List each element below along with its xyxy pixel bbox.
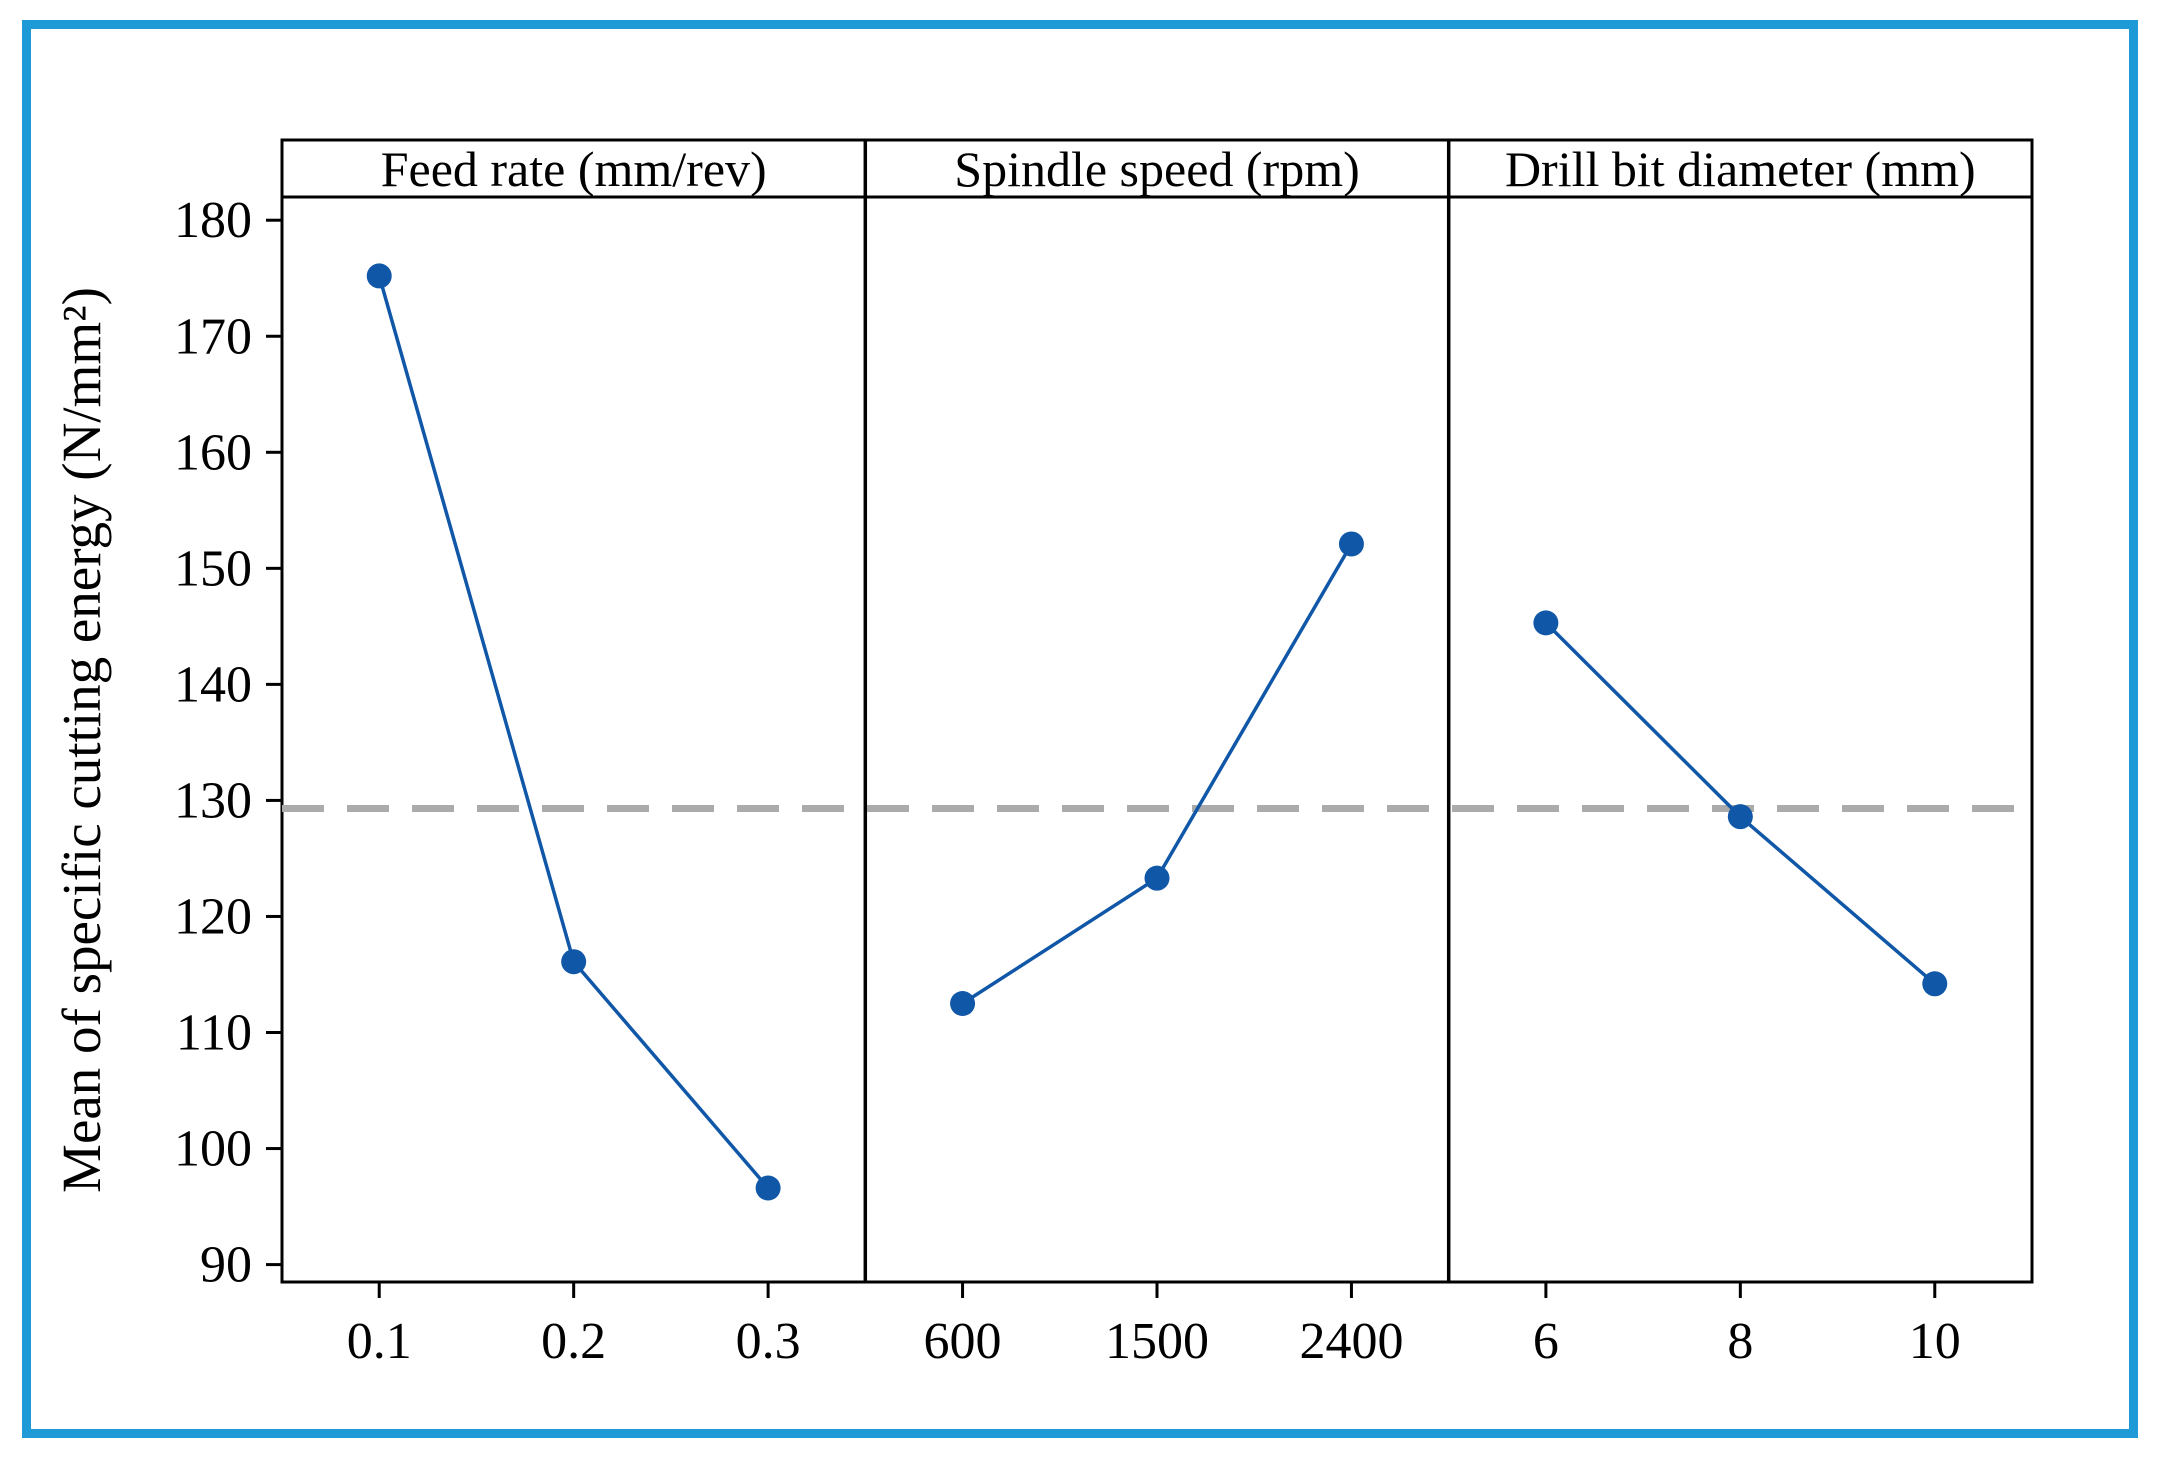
data-point: [561, 949, 587, 975]
data-point: [1727, 804, 1753, 830]
x-axis-tick-label: 2400: [1299, 1313, 1403, 1370]
page-frame: [22, 20, 2138, 1438]
data-point: [1533, 610, 1559, 636]
x-axis-tick-label: 0.1: [347, 1313, 412, 1370]
series-line: [1544, 621, 1936, 986]
series-line: [961, 543, 1353, 1005]
y-axis-tick-label: 150: [174, 540, 252, 597]
plot-border: [280, 138, 2034, 1284]
y-axis-tick-label: 170: [174, 308, 252, 365]
data-point: [366, 263, 392, 289]
series-line: [377, 275, 770, 1190]
y-axis-title: Mean of specific cutting energy (N/mm²): [51, 287, 112, 1193]
panel-header-feed-rate: Feed rate (mm/rev): [381, 141, 767, 197]
x-axis-tick-label: 1500: [1105, 1313, 1209, 1370]
y-axis-tick-label: 90: [200, 1237, 252, 1294]
x-axis-tick-label: 8: [1727, 1313, 1753, 1370]
x-axis-tick-label: 6: [1533, 1313, 1559, 1370]
x-axis-tick-label: 0.2: [541, 1313, 606, 1370]
x-axis-tick-label: 600: [924, 1313, 1002, 1370]
y-axis-tick-label: 180: [174, 192, 252, 249]
y-axis-tick-label: 130: [174, 772, 252, 829]
y-axis-tick-label: 110: [176, 1005, 252, 1062]
data-point: [1338, 531, 1364, 557]
panel-header-spindle-speed: Spindle speed (rpm): [954, 141, 1359, 197]
data-point: [950, 990, 976, 1016]
y-axis-tick-label: 120: [174, 888, 252, 945]
data-point: [1144, 865, 1170, 891]
plot-content: 90 100 110 120 130 140 150 160 170 180 0.1 0.2 0.3 60…: [174, 192, 2032, 1370]
y-axis-tick-label: 160: [174, 424, 252, 481]
y-axis-tick-label: 140: [174, 656, 252, 713]
data-point: [755, 1175, 781, 1201]
x-axis-tick-label: 10: [1909, 1313, 1961, 1370]
panel-header-drill-bit-diameter: Drill bit diameter (mm): [1505, 141, 1976, 197]
data-point: [1922, 971, 1948, 997]
y-axis-tick-label: 100: [174, 1121, 252, 1178]
x-axis-tick-label: 0.3: [736, 1313, 801, 1370]
